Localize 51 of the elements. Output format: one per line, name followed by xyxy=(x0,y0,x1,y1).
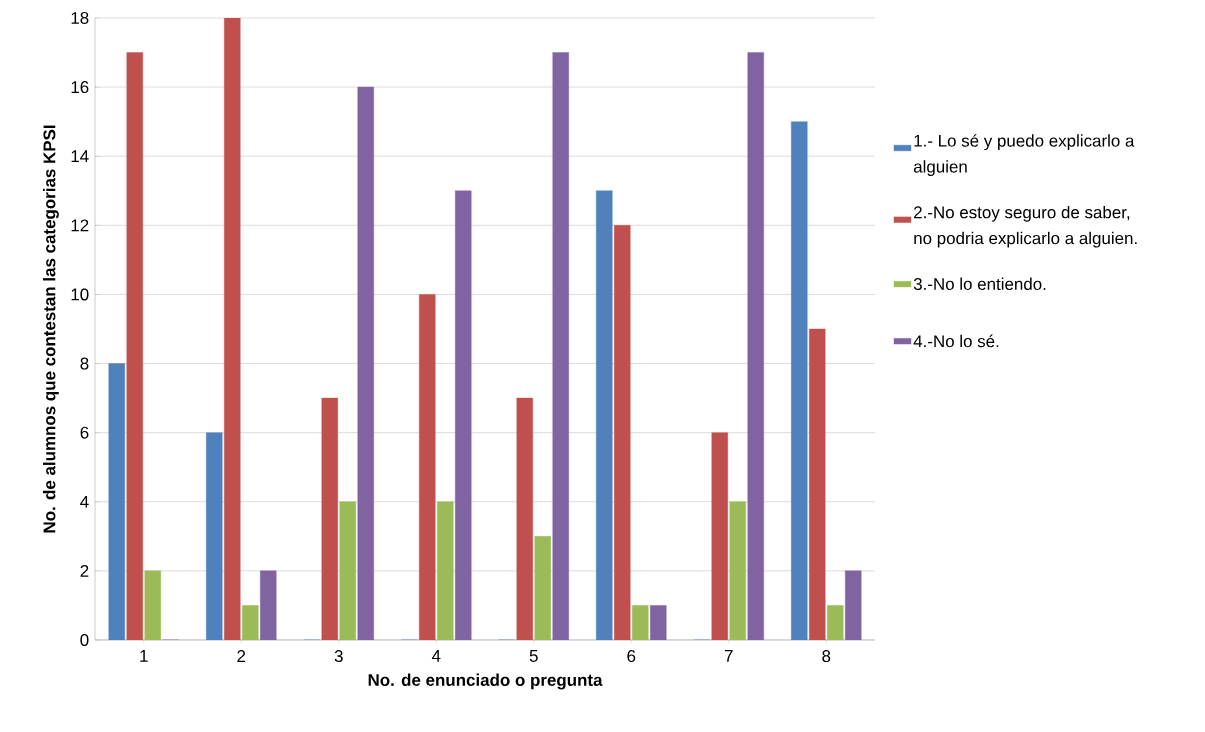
bar xyxy=(224,17,241,640)
y-tick-label: 6 xyxy=(80,426,89,439)
y-tick-label: 14 xyxy=(71,150,89,163)
bar xyxy=(845,570,862,640)
bar xyxy=(650,605,667,640)
bar xyxy=(791,121,808,640)
bar xyxy=(260,570,277,640)
bar xyxy=(596,190,613,640)
bar xyxy=(827,605,844,640)
bar xyxy=(419,294,436,640)
bar xyxy=(455,190,472,640)
bar xyxy=(339,501,356,640)
x-tick-label: 8 xyxy=(822,650,831,663)
bar xyxy=(809,328,826,640)
x-tick-label: 4 xyxy=(431,650,441,662)
bar xyxy=(321,397,338,640)
legend-label: 2.-No estoy seguro de saber, no podria explicarlo a alguien. xyxy=(914,205,1137,248)
y-tick-label: 10 xyxy=(71,288,89,301)
y-tick-label: 4 xyxy=(80,495,89,508)
bar xyxy=(614,225,631,640)
x-tick-label: 5 xyxy=(529,650,538,662)
y-tick-label: 0 xyxy=(80,633,89,646)
bar xyxy=(206,432,223,640)
x-tick-label: 6 xyxy=(627,650,636,663)
bar xyxy=(711,432,728,640)
bar xyxy=(242,605,259,640)
bar xyxy=(144,570,161,640)
x-tick-label: 1 xyxy=(140,650,148,662)
bar xyxy=(516,397,533,640)
y-tick-label: 2 xyxy=(80,564,89,577)
x-tick-label: 3 xyxy=(334,650,343,663)
y-axis-title: No. de alumnos que contestan las categorias KPSI xyxy=(42,125,59,533)
bar xyxy=(534,536,551,640)
bar xyxy=(632,605,649,640)
x-axis-title: No. de enunciado o pregunta xyxy=(368,673,603,690)
bar xyxy=(729,501,746,640)
bar xyxy=(437,501,454,640)
legend-label: 4.-No lo sé. xyxy=(913,334,999,348)
bar xyxy=(357,86,374,640)
legend-label: 3.-No lo entiendo. xyxy=(913,277,1046,291)
x-tick-label: 7 xyxy=(724,650,733,662)
legend-label: 1.- Lo sé y puedo explicarlo a alguien xyxy=(913,134,1135,177)
bar xyxy=(552,52,569,640)
x-tick-label: 2 xyxy=(237,650,246,662)
bar xyxy=(747,52,764,640)
bar xyxy=(108,363,125,640)
y-tick-label: 18 xyxy=(71,11,89,24)
y-tick-label: 8 xyxy=(80,357,89,370)
y-tick-label: 16 xyxy=(71,81,89,94)
bar xyxy=(126,52,143,640)
y-tick-label: 12 xyxy=(71,219,89,232)
